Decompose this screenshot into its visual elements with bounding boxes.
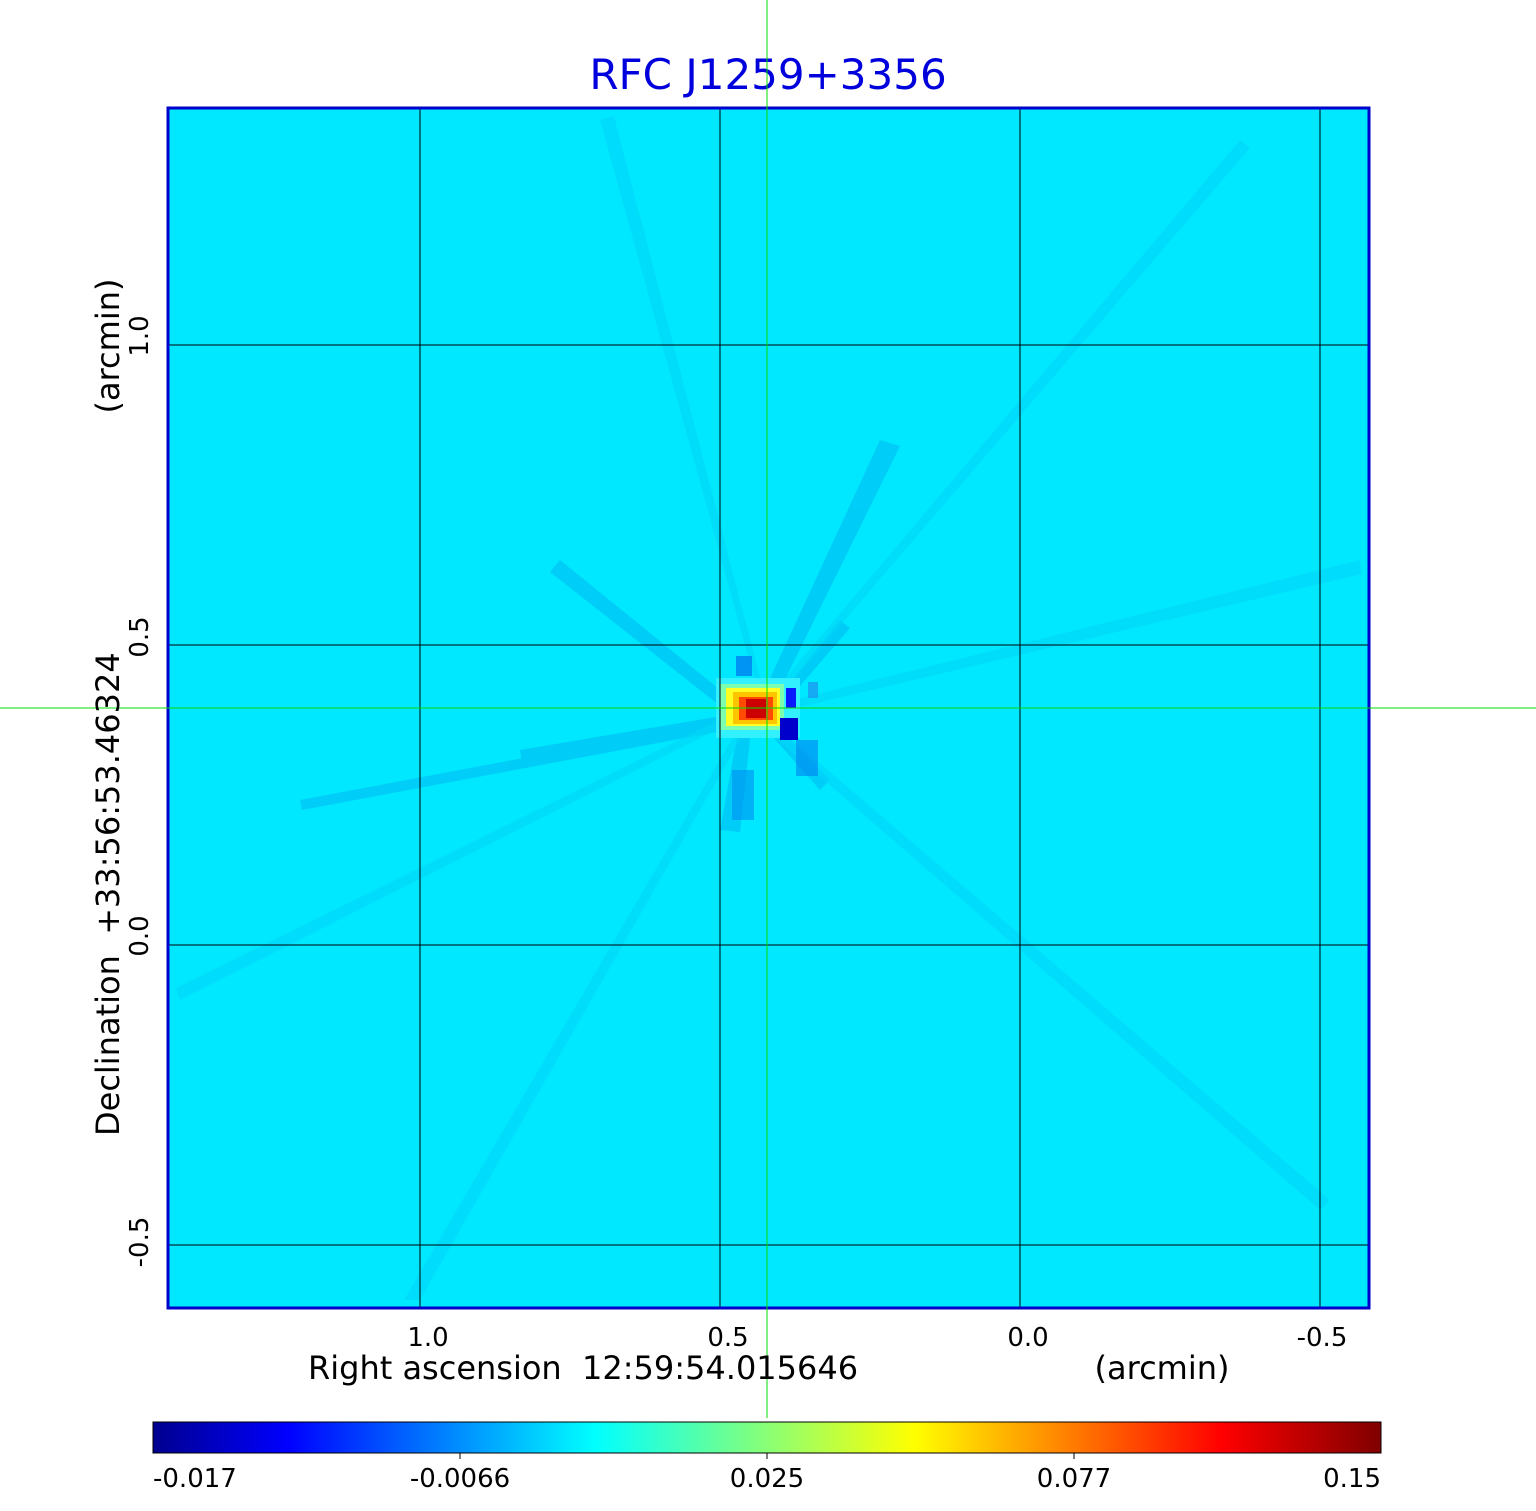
- colorbar-tick-label: 0.077: [1037, 1464, 1111, 1494]
- y-tick-label: -0.5: [125, 1217, 155, 1268]
- y-axis-label: Declination +33:56:53.46324: [89, 652, 127, 1136]
- colorbar-tick-label: 0.15: [1323, 1464, 1381, 1494]
- x-axis-label: Right ascension 12:59:54.015646: [308, 1349, 858, 1387]
- colorbar-tick-label: -0.017: [153, 1464, 237, 1494]
- y-axis-unit-label: (arcmin): [89, 279, 127, 414]
- x-axis-unit-label: (arcmin): [1095, 1349, 1230, 1387]
- y-tick-label: 0.5: [125, 616, 155, 657]
- colorbar-tick-label: 0.025: [730, 1464, 804, 1494]
- x-axis-ticks: 1.0 0.5 0.0 -0.5: [407, 1323, 1347, 1353]
- sidelobe-streaks: [300, 440, 900, 832]
- x-tick-label: 1.0: [407, 1323, 448, 1353]
- y-axis-ticks: 1.0 0.5 0.0 -0.5: [125, 315, 155, 1267]
- plot-title: RFC J1259+3356: [589, 50, 946, 99]
- colorbar: [152, 1421, 1382, 1454]
- x-tick-label: 0.5: [707, 1323, 748, 1353]
- colorbar-tick-label: -0.0066: [410, 1464, 510, 1494]
- x-tick-label: -0.5: [1297, 1323, 1348, 1353]
- faint-streaks: [176, 116, 1362, 1300]
- colorbar-ticks: [459, 1453, 1075, 1459]
- y-tick-label: 0.0: [125, 915, 155, 956]
- crosshair: [0, 0, 1536, 1418]
- x-tick-label: 0.0: [1007, 1323, 1048, 1353]
- y-tick-label: 1.0: [125, 315, 155, 356]
- colorbar-tick-labels: -0.017 -0.0066 0.025 0.077 0.15: [153, 1464, 1381, 1494]
